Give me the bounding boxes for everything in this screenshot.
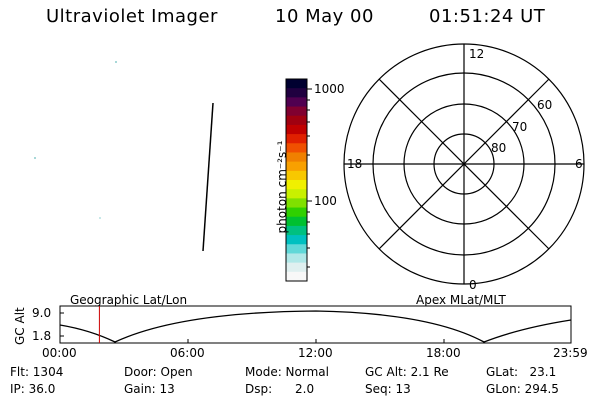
orbit-altitude-curve bbox=[59, 310, 572, 343]
status-seq: Seq: 13 bbox=[365, 382, 411, 396]
colorbar-stripe bbox=[286, 170, 307, 181]
status-gain: Gain: 13 bbox=[124, 382, 175, 396]
colorbar-stripe bbox=[286, 225, 307, 236]
status-dsp: Dsp: 2.0 bbox=[245, 382, 315, 396]
lat-label-80: 80 bbox=[491, 141, 507, 155]
pixel-artifact bbox=[34, 157, 36, 159]
colorbar-stripe bbox=[286, 79, 307, 89]
colorbar-stripe bbox=[286, 115, 307, 126]
colorbar-stripe bbox=[286, 235, 307, 245]
orbit-y-tick-9: 9.0 bbox=[32, 306, 52, 320]
colorbar-stripe bbox=[286, 271, 307, 282]
colorbar-stripe bbox=[286, 216, 307, 227]
colorbar-stripe bbox=[286, 134, 307, 144]
orbit-x-ticks bbox=[59, 339, 572, 343]
colorbar-stripe bbox=[286, 106, 307, 117]
orbit-left-title: Geographic Lat/Lon bbox=[70, 293, 188, 307]
pixel-artifact bbox=[115, 61, 117, 63]
colorbar-stripe bbox=[286, 88, 307, 98]
status-gc-alt: GC Alt: 2.1 Re bbox=[365, 365, 449, 379]
mlt-label-12: 12 bbox=[469, 47, 485, 61]
orbit-x-tick-0600: 06:00 bbox=[170, 346, 205, 360]
orbit-x-tick-0000: 00:00 bbox=[42, 346, 77, 360]
orbit-x-tick-1800: 18:00 bbox=[426, 346, 461, 360]
orbit-right-title: Apex MLat/MLT bbox=[416, 293, 506, 307]
time-label: 01:51:24 UT bbox=[429, 6, 546, 27]
mlt-label-6: 6 bbox=[575, 157, 583, 171]
status-glon: GLon: 294.5 bbox=[486, 382, 559, 396]
colorbar-stripe bbox=[286, 207, 307, 218]
limb-line bbox=[202, 102, 214, 252]
orbit-y-ticks bbox=[60, 312, 64, 337]
status-flight: Flt: 1304 bbox=[10, 365, 64, 379]
colorbar-stripe bbox=[286, 198, 307, 209]
colorbar-stripe bbox=[286, 253, 307, 264]
colorbar-frame bbox=[285, 78, 308, 282]
lat-label-60: 60 bbox=[537, 98, 553, 112]
colorbar-stripe bbox=[286, 189, 307, 199]
status-mode: Mode: Normal bbox=[245, 365, 329, 379]
colorbar-stripe bbox=[286, 262, 307, 273]
colorbar-stripe bbox=[286, 97, 307, 108]
colorbar-tick-1000: 1000 bbox=[314, 82, 345, 96]
date-label: 10 May 00 bbox=[275, 6, 374, 27]
colorbar-stripe bbox=[286, 244, 307, 254]
status-ip: IP: 36.0 bbox=[10, 382, 56, 396]
colorbar-tick-100: 100 bbox=[314, 194, 337, 208]
orbit-x-tick-1200: 12:00 bbox=[298, 346, 333, 360]
status-glat: GLat: 23.1 bbox=[486, 365, 557, 379]
status-door: Door: Open bbox=[124, 365, 193, 379]
lat-label-70: 70 bbox=[512, 120, 528, 134]
pixel-artifact bbox=[99, 217, 101, 219]
colorbar-stripe bbox=[286, 143, 307, 153]
polar-diagonal-2 bbox=[378, 78, 550, 250]
orbit-x-tick-2359: 23:59 bbox=[553, 346, 588, 360]
instrument-title: Ultraviolet Imager bbox=[46, 6, 218, 27]
colorbar-stripe bbox=[286, 152, 307, 163]
orbit-y-axis-label: GC Alt bbox=[13, 307, 27, 345]
orbit-y-tick-1.8: 1.8 bbox=[32, 329, 52, 343]
colorbar-stripe bbox=[286, 180, 307, 190]
colorbar-stripe bbox=[286, 161, 307, 172]
colorbar-stripe bbox=[286, 124, 307, 135]
colorbar-ticks bbox=[307, 88, 312, 268]
mlt-label-0: 0 bbox=[469, 278, 477, 292]
mlt-label-18: 18 bbox=[347, 157, 363, 171]
